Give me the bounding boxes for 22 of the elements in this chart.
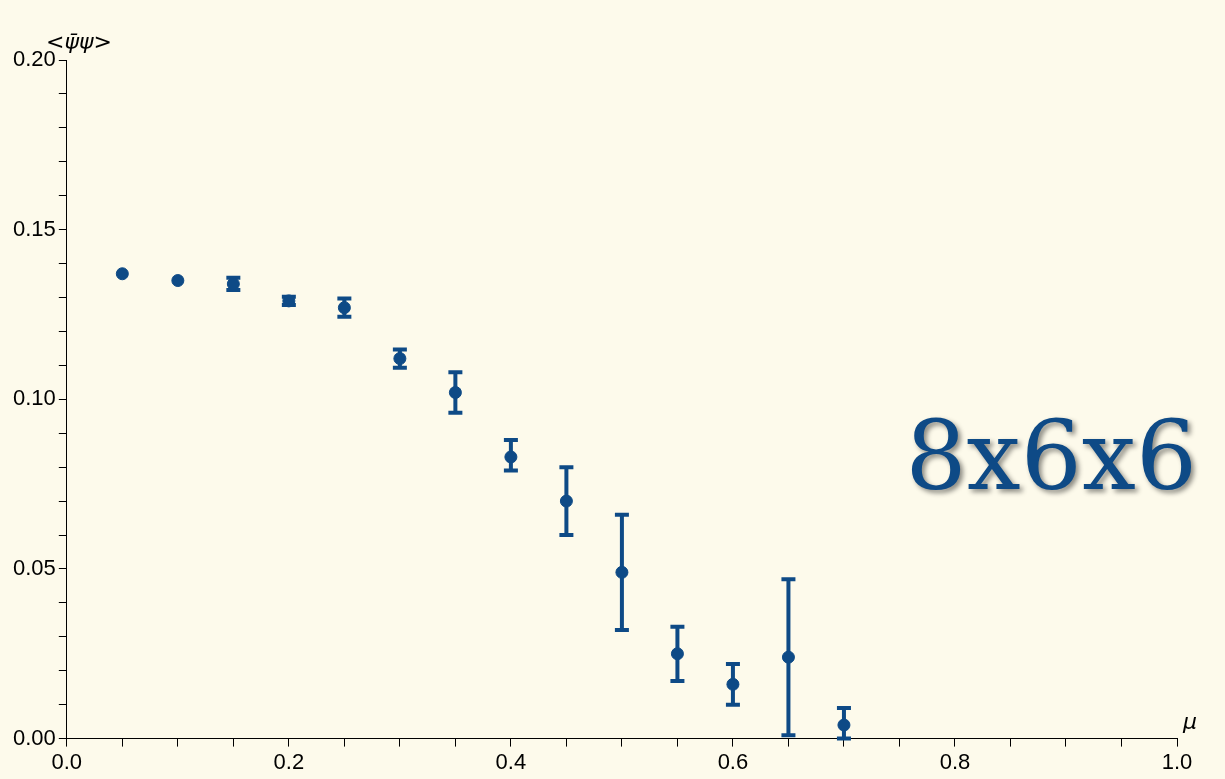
point: [726, 677, 740, 691]
point: [559, 494, 573, 508]
point: [115, 267, 129, 281]
point: [781, 650, 795, 664]
annotation: 8x6x6: [905, 400, 1197, 512]
x-tick-label: 0.4: [495, 748, 527, 774]
x-tick-label: 1.0: [1161, 748, 1193, 774]
point: [171, 274, 185, 288]
x-tick-label: 0.2: [273, 748, 305, 774]
point: [504, 450, 518, 464]
x-axis-title: μ: [1182, 709, 1197, 735]
x-tick-label: 0.0: [51, 748, 83, 774]
point: [670, 647, 684, 661]
x-tick-label: 0.8: [939, 748, 971, 774]
y-tick-label: 0.05: [12, 555, 56, 581]
point: [837, 718, 851, 732]
x-tick-label: 0.6: [717, 748, 749, 774]
point: [615, 565, 629, 579]
point: [448, 386, 462, 400]
y-tick-label: 0.10: [12, 385, 56, 411]
y-tick-label: 0.15: [12, 215, 56, 241]
y-tick-label: 0.00: [12, 724, 56, 750]
